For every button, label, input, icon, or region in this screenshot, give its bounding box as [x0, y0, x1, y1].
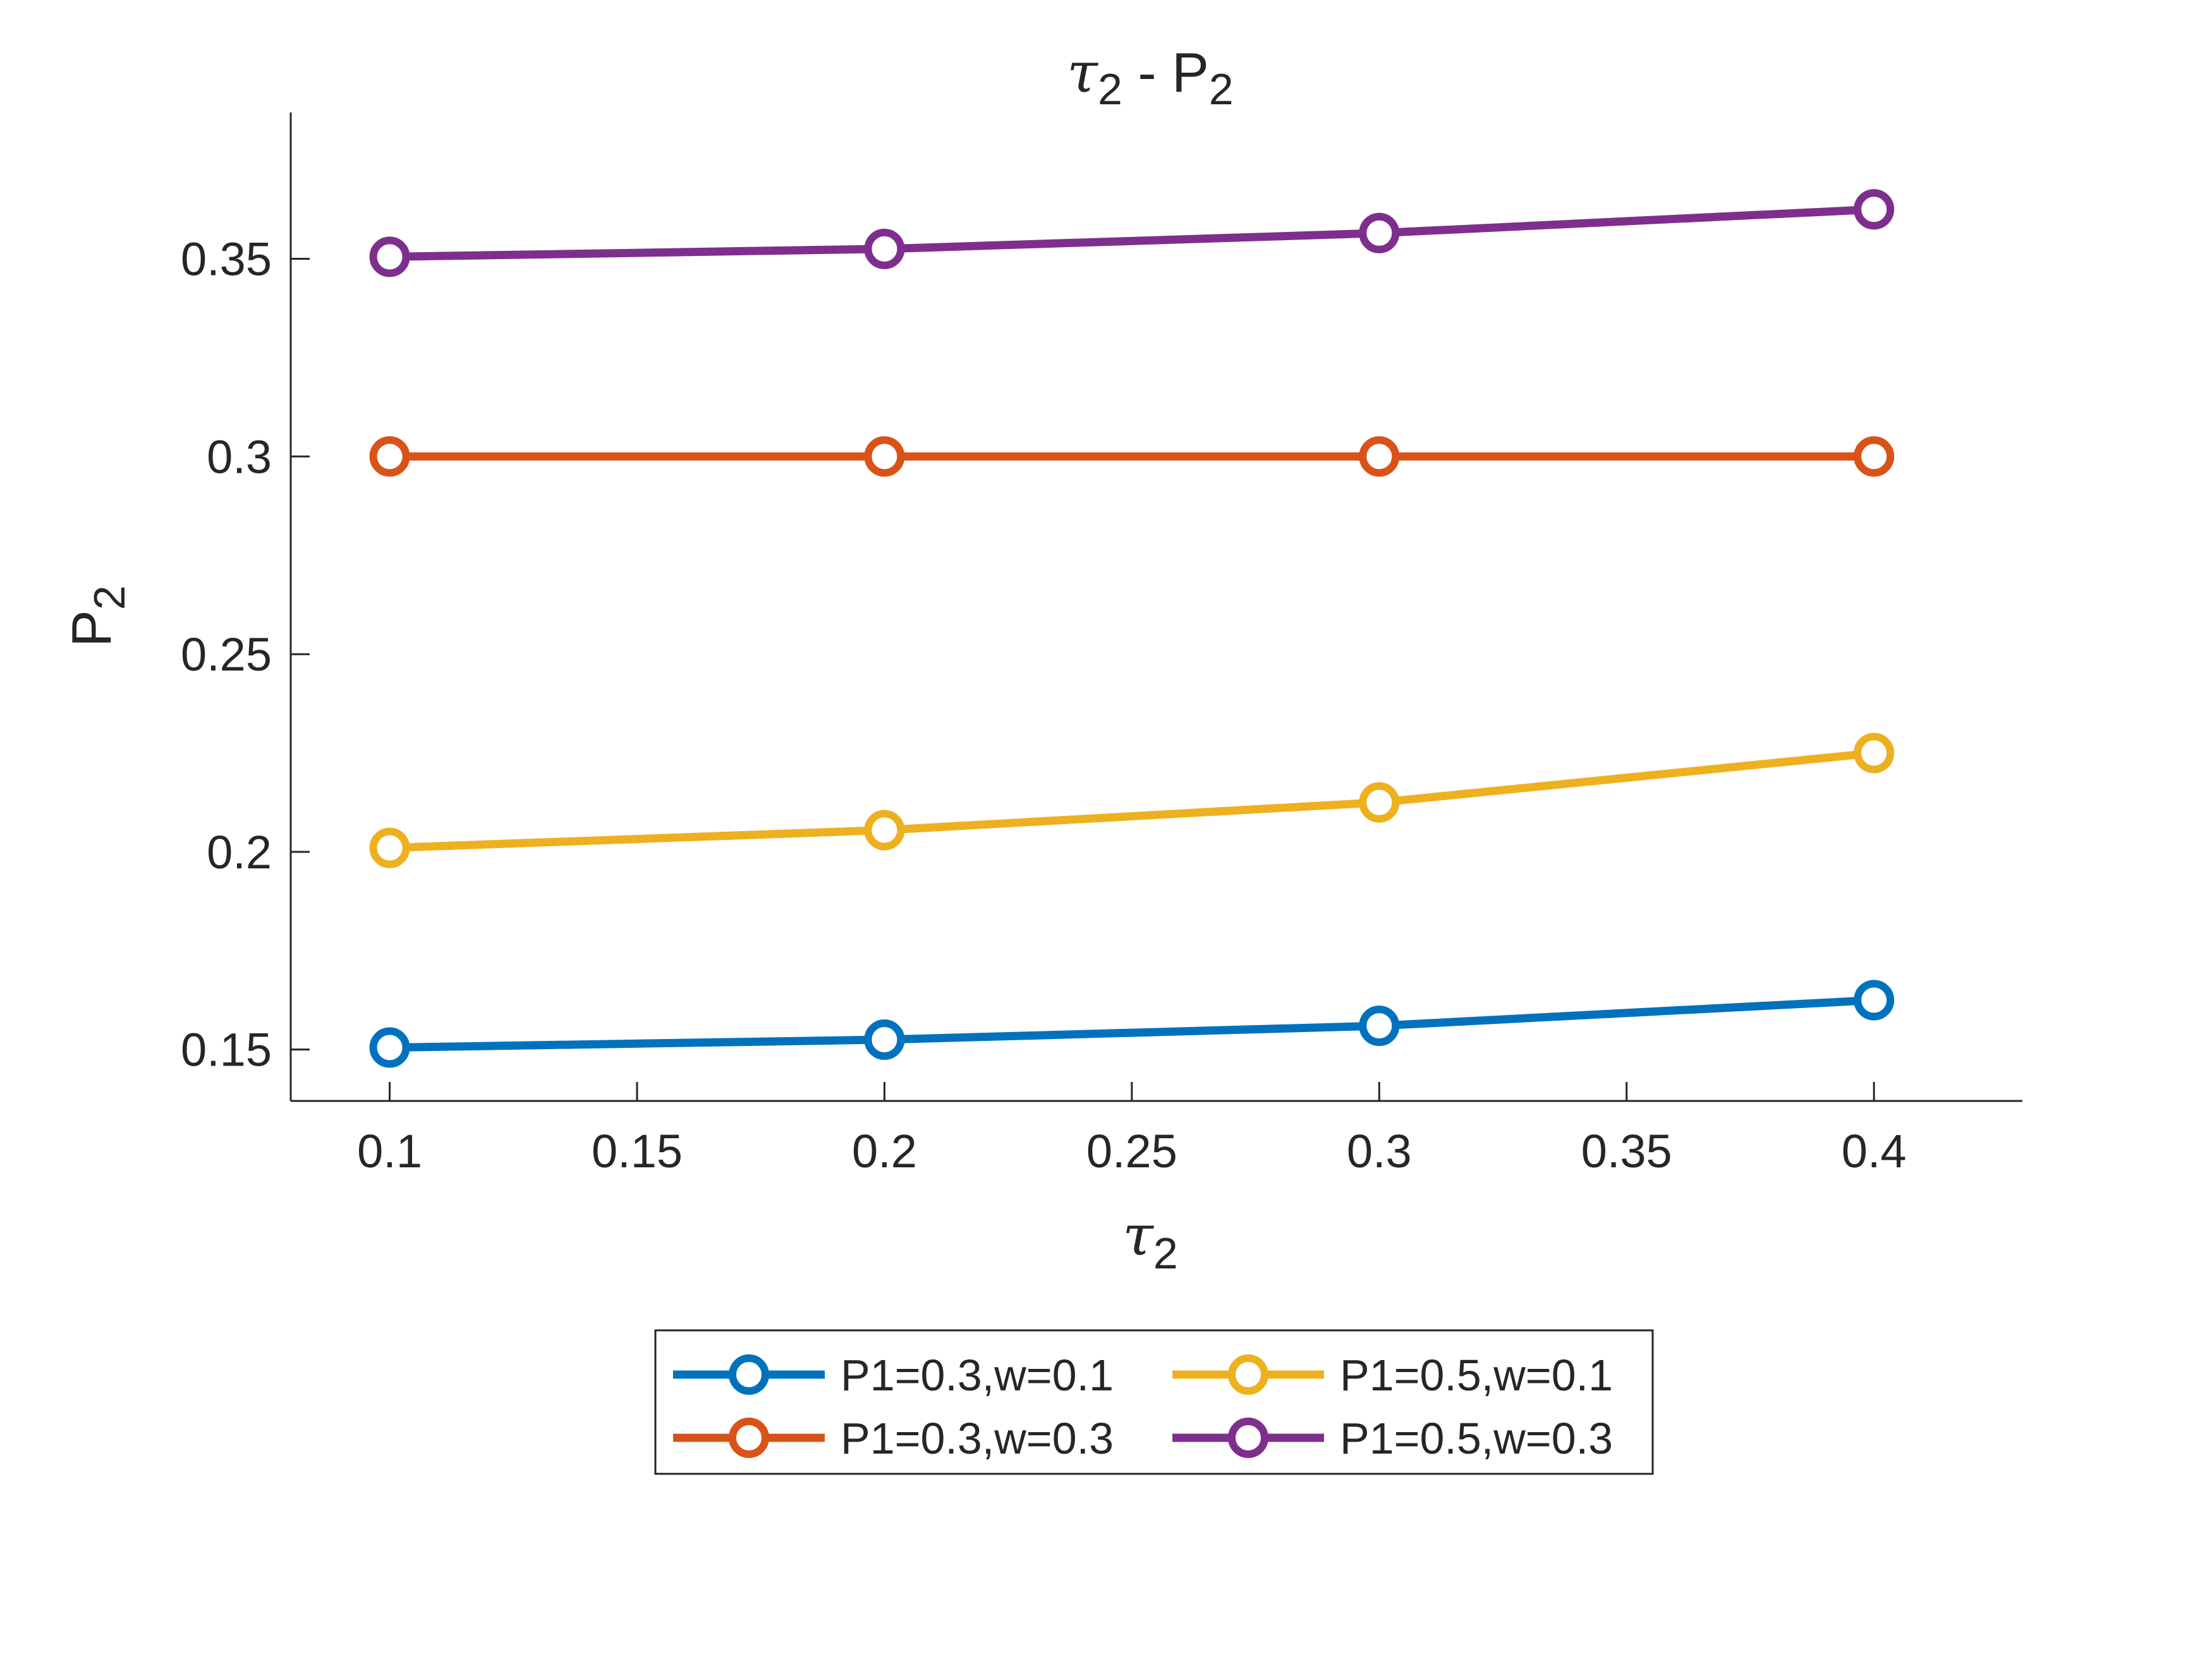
- data-point: [864, 436, 905, 477]
- data-point: [1854, 189, 1895, 230]
- data-point: [1359, 436, 1400, 477]
- x-axis-title-main: τ: [1122, 1203, 1154, 1268]
- y-axis-ticks: 0.15 0.2 0.25 0.3 0.35: [181, 233, 310, 1076]
- x-axis-title-sub: 2: [1153, 1229, 1178, 1278]
- x-axis-title: τ2: [1122, 1203, 1178, 1278]
- legend-item: P1=0.3,w=0.3: [673, 1414, 1114, 1463]
- data-point: [369, 1027, 410, 1068]
- legend: P1=0.3,w=0.1 P1=0.3,w=0.3 P1=0.5,w=0.1 P1=0…: [654, 1329, 1654, 1475]
- chart-title-sub: 2: [1098, 64, 1122, 114]
- data-point: [369, 827, 410, 868]
- series-1: [369, 980, 1895, 1068]
- x-tick-label: 0.35: [1581, 1125, 1672, 1177]
- y-axis-title-sub: 2: [85, 585, 134, 610]
- data-point: [1359, 1006, 1400, 1047]
- y-tick-label: 0.2: [207, 826, 272, 878]
- legend-label: P1=0.5,w=0.1: [1340, 1351, 1613, 1400]
- data-point: [864, 810, 905, 851]
- series-line: [389, 749, 1875, 853]
- legend-item: P1=0.5,w=0.3: [1172, 1414, 1613, 1463]
- x-tick-label: 0.25: [1086, 1125, 1177, 1177]
- legend-marker: [1228, 1418, 1268, 1458]
- y-tick-label: 0.3: [207, 430, 272, 483]
- x-axis-ticks: 0.1 0.15 0.2 0.25 0.3 0.35 0.4: [357, 1082, 1907, 1177]
- y-tick-label: 0.15: [181, 1024, 272, 1076]
- y-axis-title: P2: [60, 585, 134, 647]
- chart-title: τ2 - P2: [1067, 40, 1233, 114]
- data-point: [1359, 212, 1400, 253]
- legend-label: P1=0.3,w=0.1: [841, 1351, 1114, 1400]
- series-2: [369, 436, 1895, 477]
- legend-box: [654, 1329, 1654, 1475]
- data-point: [1359, 782, 1400, 823]
- chart-title-sub2: 2: [1209, 64, 1234, 114]
- data-point: [369, 436, 410, 477]
- legend-marker: [1228, 1354, 1268, 1395]
- chart-title-rest: - P: [1122, 41, 1209, 104]
- y-tick-label: 0.35: [181, 233, 272, 285]
- y-axis-title-main: P: [60, 610, 123, 647]
- x-tick-label: 0.15: [592, 1125, 683, 1177]
- legend-marker: [729, 1418, 769, 1458]
- data-point: [1854, 436, 1895, 477]
- data-point: [1854, 732, 1895, 774]
- x-tick-label: 0.3: [1347, 1125, 1412, 1177]
- series-layer: [369, 189, 1895, 1068]
- series-line: [389, 205, 1875, 261]
- x-tick-label: 0.4: [1842, 1125, 1907, 1177]
- y-tick-label: 0.25: [181, 628, 272, 681]
- series-4: [369, 189, 1895, 277]
- legend-item: P1=0.5,w=0.1: [1172, 1351, 1613, 1400]
- data-point: [369, 236, 410, 277]
- series-3: [369, 732, 1895, 868]
- data-point: [864, 228, 905, 269]
- x-tick-label: 0.1: [357, 1125, 422, 1177]
- data-point: [864, 1019, 905, 1060]
- series-line: [389, 995, 1875, 1052]
- chart-title-main: τ: [1067, 40, 1098, 105]
- x-tick-label: 0.2: [852, 1125, 917, 1177]
- axes: [289, 112, 2022, 1102]
- legend-label: P1=0.5,w=0.3: [1340, 1414, 1613, 1463]
- legend-marker: [729, 1354, 769, 1395]
- legend-label: P1=0.3,w=0.3: [841, 1414, 1114, 1463]
- data-point: [1854, 980, 1895, 1021]
- legend-item: P1=0.3,w=0.1: [673, 1351, 1114, 1400]
